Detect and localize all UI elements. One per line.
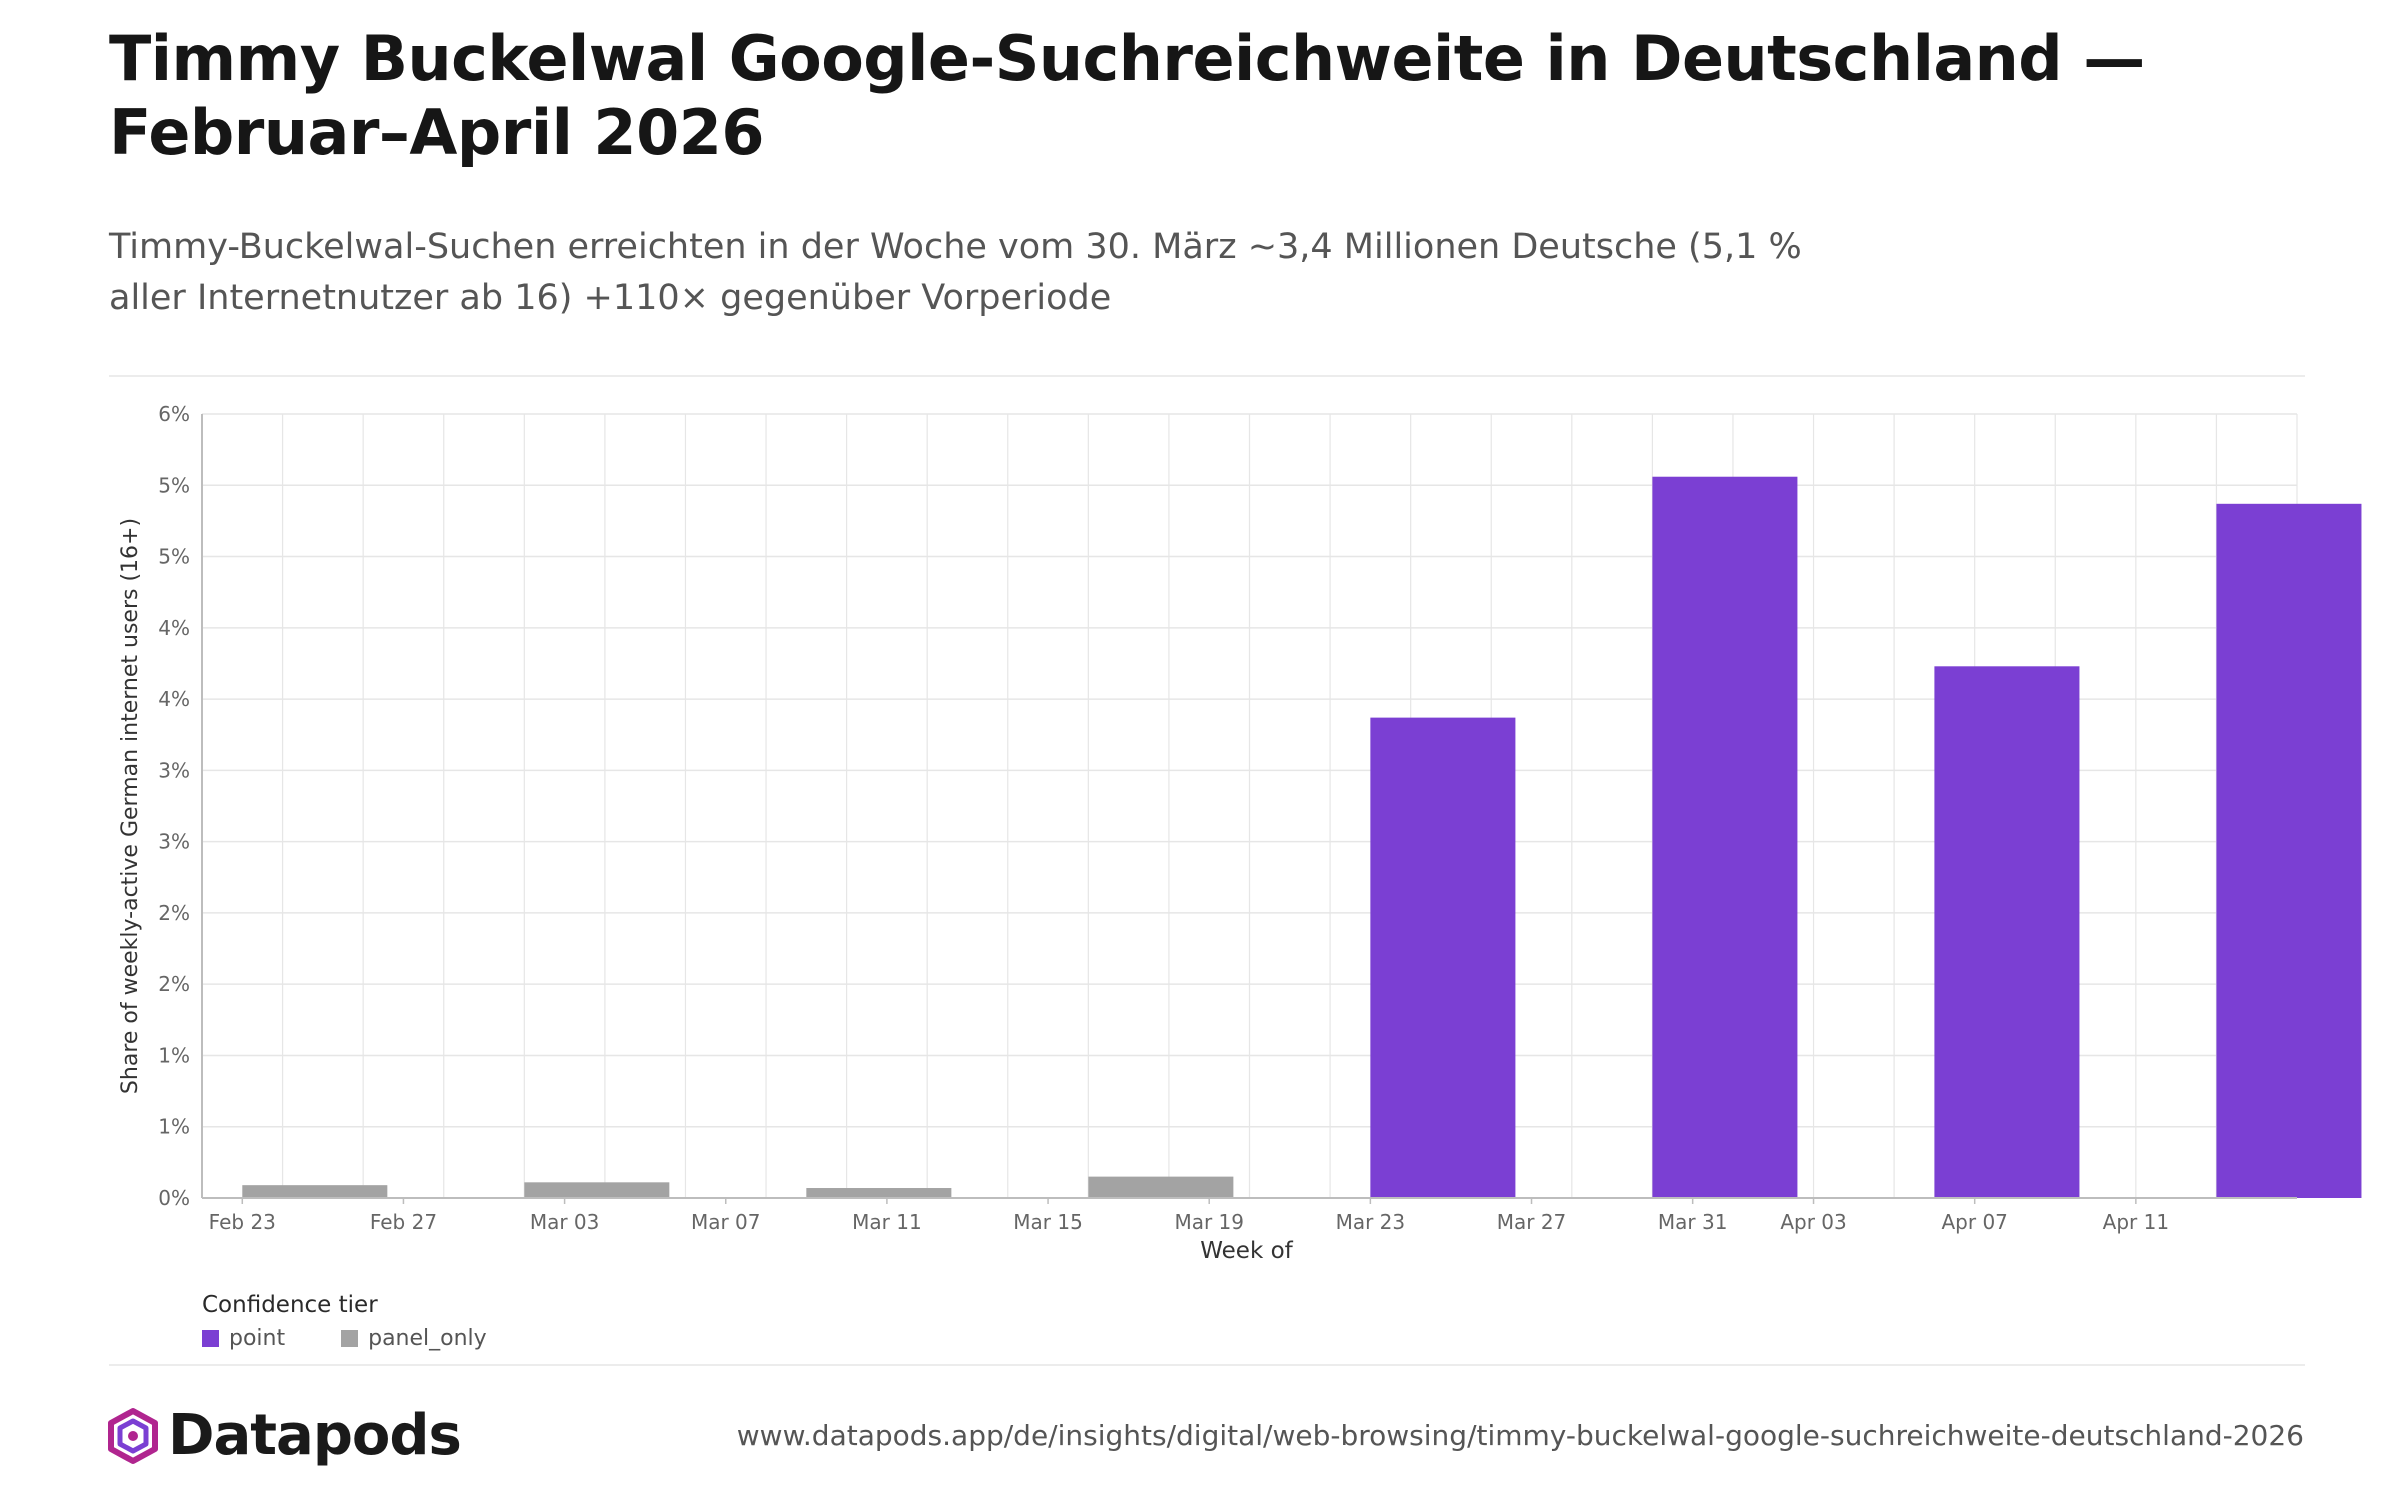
y-tick-label: 4% — [158, 687, 190, 711]
x-tick-label: Mar 07 — [691, 1210, 761, 1234]
x-tick-label: Apr 07 — [1941, 1210, 2007, 1234]
top-divider — [109, 375, 2305, 377]
y-tick-label: 5% — [158, 473, 190, 497]
bottom-divider — [109, 1364, 2305, 1366]
legend-swatch-point — [202, 1330, 219, 1347]
bar-point — [2216, 503, 2362, 1198]
y-tick-label: 1% — [158, 1043, 190, 1067]
brand-name: Datapods — [168, 1403, 462, 1468]
bar-chart: 0% 1% 1% 2% 2% 3% 3% 4% 4% 5% 5% 6% Feb 23 Feb 27 Mar … — [118, 402, 2362, 1264]
chart-subtitle: Timmy-Buckelwal-Suchen erreichten in der… — [109, 227, 1802, 318]
x-tick-label: Feb 27 — [370, 1210, 437, 1234]
y-tick-label: 6% — [158, 402, 190, 426]
y-tick-label: 4% — [158, 616, 190, 640]
legend-label-point: point — [229, 1326, 286, 1351]
bar-layer — [242, 476, 2362, 1199]
bar-panel-only — [524, 1182, 670, 1198]
axis-layer: 0% 1% 1% 2% 2% 3% 3% 4% 4% 5% 5% 6% Feb 23 Feb 27 Mar … — [158, 402, 2297, 1234]
x-tick-label: Mar 03 — [530, 1210, 600, 1234]
x-tick-label: Feb 23 — [209, 1210, 276, 1234]
legend-swatch-panel-only — [341, 1330, 359, 1347]
x-tick-label: Mar 11 — [852, 1210, 922, 1234]
y-axis-label: Share of weekly-active German internet u… — [118, 518, 143, 1094]
x-tick-label: Mar 19 — [1174, 1210, 1244, 1234]
y-tick-label: 2% — [158, 901, 190, 925]
bar-panel-only — [806, 1188, 952, 1198]
bar-panel-only — [1088, 1176, 1234, 1198]
bar-point — [1652, 476, 1798, 1199]
brand[interactable]: Datapods — [106, 1403, 462, 1468]
legend-label-panel-only: panel_only — [368, 1326, 487, 1351]
legend: Confidence tier point panel_only — [202, 1292, 487, 1351]
x-tick-label: Apr 03 — [1780, 1210, 1846, 1234]
x-axis-label: Week of — [1200, 1238, 1293, 1264]
legend-item-panel-only[interactable]: panel_only — [341, 1326, 487, 1351]
datapods-logo-icon — [108, 1407, 158, 1464]
y-tick-label: 5% — [158, 545, 190, 569]
x-tick-label: Mar 27 — [1497, 1210, 1567, 1234]
x-tick-label: Mar 15 — [1013, 1210, 1083, 1234]
legend-item-point[interactable]: point — [202, 1326, 285, 1351]
bar-panel-only — [242, 1185, 388, 1198]
y-tick-label: 1% — [158, 1115, 190, 1139]
x-tick-label: Mar 31 — [1658, 1210, 1728, 1234]
source-url[interactable]: www.datapods.app/de/insights/digital/web… — [736, 1419, 2304, 1452]
y-tick-label: 3% — [158, 758, 190, 782]
x-tick-label: Mar 23 — [1336, 1210, 1406, 1234]
y-tick-label: 0% — [158, 1186, 190, 1210]
legend-title: Confidence tier — [202, 1292, 378, 1318]
x-tick-label: Apr 11 — [2103, 1210, 2169, 1234]
y-tick-label: 3% — [158, 830, 190, 854]
chart-title: Timmy Buckelwal Google-Suchreichweite in… — [109, 22, 2145, 169]
bar-point — [1934, 666, 2080, 1198]
y-tick-label: 2% — [158, 972, 190, 996]
bar-point — [1370, 717, 1516, 1198]
